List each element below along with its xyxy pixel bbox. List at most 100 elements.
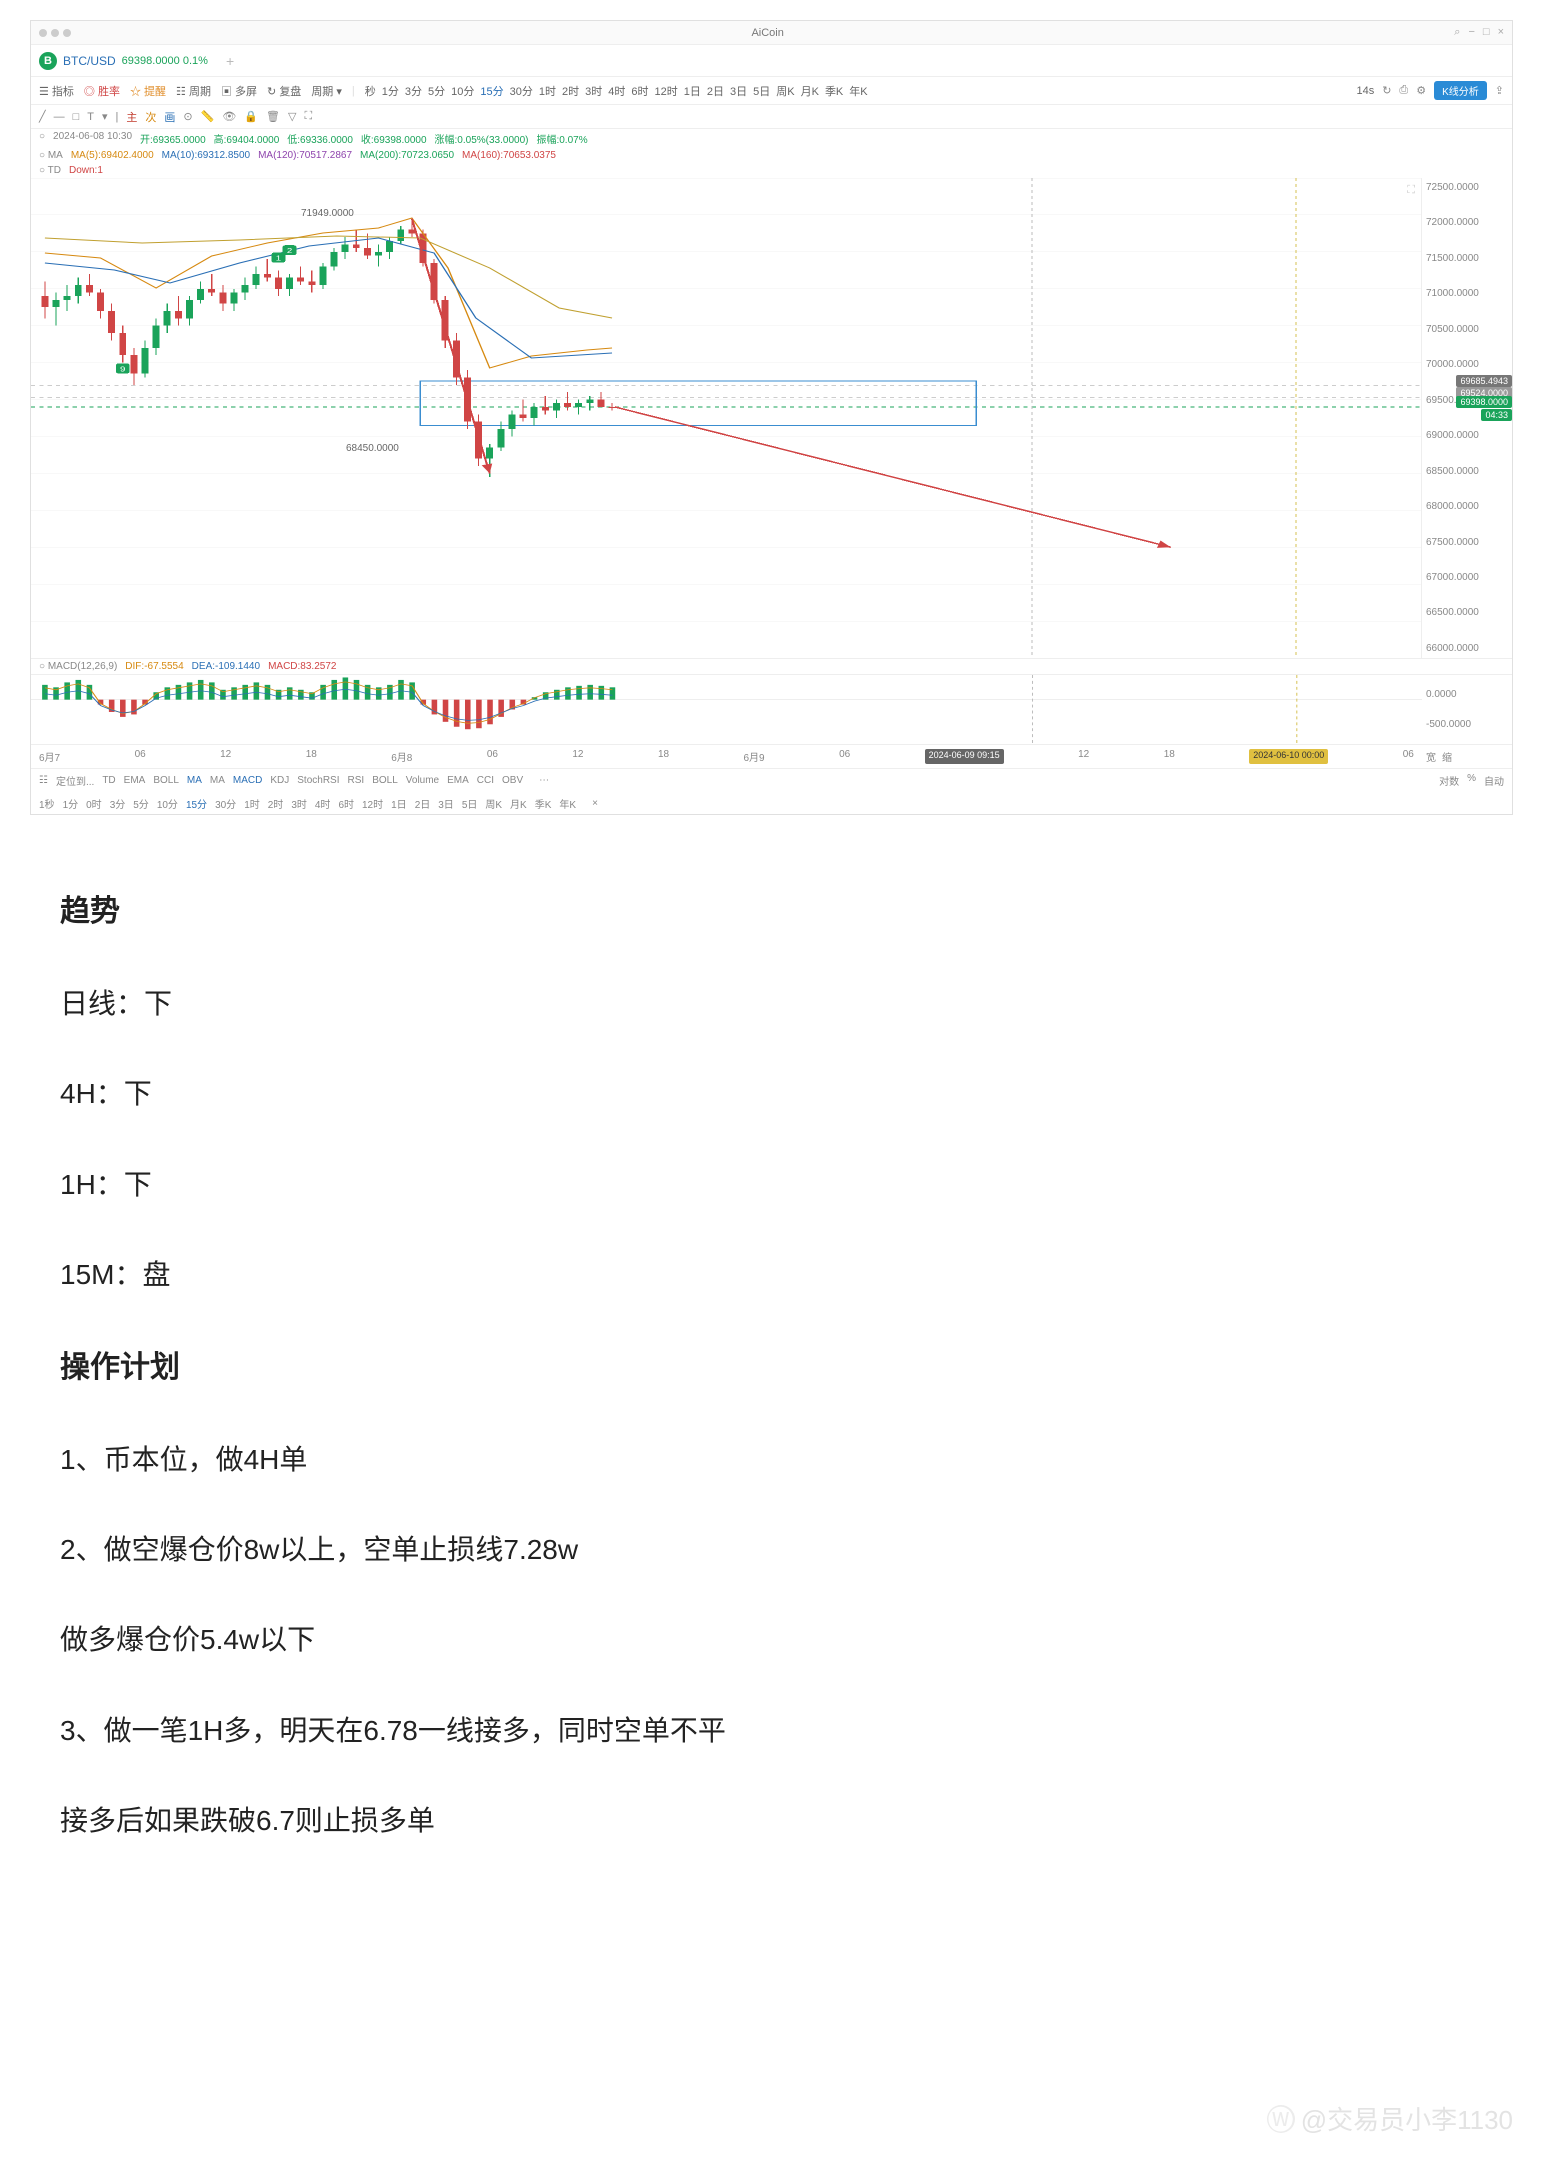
- search-icon[interactable]: ⌕: [1454, 26, 1460, 39]
- macd-chart-area[interactable]: 0.0000 -500.0000: [31, 674, 1512, 744]
- timeframe-月K[interactable]: 月K: [801, 86, 819, 98]
- draw-rect-icon[interactable]: □: [73, 111, 80, 123]
- tf2-周K[interactable]: 周K: [485, 796, 502, 811]
- macd-canvas[interactable]: [31, 675, 1422, 744]
- close-icon[interactable]: ×: [1498, 26, 1504, 39]
- indicator-boll[interactable]: BOLL: [153, 775, 179, 786]
- timeframe-5日[interactable]: 5日: [753, 86, 770, 98]
- indicator-ema[interactable]: EMA: [447, 775, 469, 786]
- filter-icon[interactable]: ▽: [288, 110, 296, 123]
- toolbar-winrate[interactable]: ◎ 胜率: [84, 83, 120, 99]
- timeframe-1时[interactable]: 1时: [539, 86, 556, 98]
- expand-icon[interactable]: ⛶: [304, 110, 312, 123]
- indicator-volume[interactable]: Volume: [406, 775, 439, 786]
- log-toggle[interactable]: 对数: [1439, 773, 1459, 788]
- locate-button[interactable]: 定位到...: [56, 773, 94, 788]
- tf2-4时[interactable]: 4时: [315, 796, 331, 811]
- indicator-ma[interactable]: MA: [210, 775, 225, 786]
- indicator-boll[interactable]: BOLL: [372, 775, 398, 786]
- magnet-icon[interactable]: ⊙: [183, 110, 192, 123]
- main-indicator-label[interactable]: 主: [126, 109, 137, 125]
- timeframe-秒[interactable]: 秒: [365, 86, 376, 98]
- toolbar-cycle2[interactable]: 周期 ▾: [311, 83, 342, 99]
- timeframe-季K[interactable]: 季K: [825, 86, 843, 98]
- tf2-2时[interactable]: 2时: [268, 796, 284, 811]
- timeframe-1分[interactable]: 1分: [382, 86, 399, 98]
- toolbar-cycle[interactable]: ☷ 周期: [176, 83, 211, 99]
- zoom-wide[interactable]: 宽: [1426, 749, 1436, 764]
- timeframe-2时[interactable]: 2时: [562, 86, 579, 98]
- timeframe-5分[interactable]: 5分: [428, 86, 445, 98]
- ruler-icon[interactable]: 📏: [201, 110, 215, 123]
- timeframe-4时[interactable]: 4时: [608, 86, 625, 98]
- indicator-stochrsi[interactable]: StochRSI: [297, 775, 339, 786]
- toolbar-indicator[interactable]: ☰ 指标: [39, 83, 74, 99]
- tf2-10分[interactable]: 10分: [157, 796, 178, 811]
- locate-icon[interactable]: ☷: [39, 775, 48, 786]
- tf2-1日[interactable]: 1日: [391, 796, 407, 811]
- settings-icon[interactable]: ⚙: [1416, 84, 1426, 97]
- tf2-0时[interactable]: 0时: [86, 796, 102, 811]
- chart-canvas[interactable]: 129 71949.0000 68450.0000 ⛶: [31, 178, 1422, 658]
- tf2-2日[interactable]: 2日: [415, 796, 431, 811]
- tf2-5分[interactable]: 5分: [133, 796, 149, 811]
- tf2-1时[interactable]: 1时: [244, 796, 260, 811]
- toolbar-replay[interactable]: ↻ 复盘: [267, 83, 301, 99]
- tf2-3日[interactable]: 3日: [438, 796, 454, 811]
- auto-toggle[interactable]: 自动: [1484, 773, 1504, 788]
- timeframe-3分[interactable]: 3分: [405, 86, 422, 98]
- draw-line-icon[interactable]: ╱: [39, 110, 46, 123]
- timeframe-年K[interactable]: 年K: [849, 86, 867, 98]
- draw-dropdown-icon[interactable]: ▾: [102, 110, 108, 123]
- timeframe-2日[interactable]: 2日: [707, 86, 724, 98]
- draw-text-icon[interactable]: T: [87, 111, 94, 123]
- indicator-macd[interactable]: MACD: [233, 775, 262, 786]
- tf2-5日[interactable]: 5日: [462, 796, 478, 811]
- indicator-ma[interactable]: MA: [187, 775, 202, 786]
- timeframe-1日[interactable]: 1日: [684, 86, 701, 98]
- price-chart-area[interactable]: 129 71949.0000 68450.0000 ⛶ 72500.000072…: [31, 178, 1512, 658]
- timeframe-10分[interactable]: 10分: [451, 86, 474, 98]
- draw-hline-icon[interactable]: —: [54, 111, 65, 123]
- minimize-icon[interactable]: −: [1468, 26, 1474, 39]
- timeframe-15分[interactable]: 15分: [480, 86, 503, 98]
- add-tab-button[interactable]: +: [218, 53, 242, 69]
- indicator-cci[interactable]: CCI: [477, 775, 494, 786]
- zoom-narrow[interactable]: 缩: [1442, 749, 1452, 764]
- refresh-icon[interactable]: ↻: [1382, 84, 1391, 97]
- indicator-td[interactable]: TD: [102, 775, 115, 786]
- timeframe-30分[interactable]: 30分: [510, 86, 533, 98]
- tf2-3时[interactable]: 3时: [291, 796, 307, 811]
- timeframe-3日[interactable]: 3日: [730, 86, 747, 98]
- symbol-name[interactable]: BTC/USD: [63, 54, 116, 68]
- timeframe-12时[interactable]: 12时: [655, 86, 678, 98]
- timeframe-6时[interactable]: 6时: [631, 86, 648, 98]
- toolbar-multi[interactable]: ▣ 多屏: [221, 83, 257, 99]
- analysis-button[interactable]: K线分析: [1434, 81, 1487, 100]
- indicator-ema[interactable]: EMA: [124, 775, 146, 786]
- tf2-年K[interactable]: 年K: [559, 796, 576, 811]
- tf2-月K[interactable]: 月K: [510, 796, 527, 811]
- tf2-1分[interactable]: 1分: [63, 796, 79, 811]
- sub-indicator-label[interactable]: 次: [145, 109, 156, 125]
- camera-icon[interactable]: ⎙: [1399, 84, 1408, 97]
- draw-label[interactable]: 画: [164, 109, 175, 125]
- toolbar-alert[interactable]: ☆ 提醒: [130, 83, 166, 99]
- window-dot[interactable]: [39, 29, 47, 37]
- share-icon[interactable]: ⇪: [1495, 84, 1504, 97]
- tf2-1秒[interactable]: 1秒: [39, 796, 55, 811]
- percent-toggle[interactable]: %: [1467, 773, 1476, 788]
- indicator-obv[interactable]: OBV: [502, 775, 523, 786]
- indicator-kdj[interactable]: KDJ: [270, 775, 289, 786]
- tf2-3分[interactable]: 3分: [110, 796, 126, 811]
- fullscreen-icon[interactable]: ⛶: [1407, 184, 1415, 197]
- tf2-6时[interactable]: 6时: [338, 796, 354, 811]
- trash-icon[interactable]: 🗑: [266, 110, 280, 123]
- indicator-rsi[interactable]: RSI: [348, 775, 365, 786]
- timeframe-周K[interactable]: 周K: [776, 86, 794, 98]
- tf2-30分[interactable]: 30分: [215, 796, 236, 811]
- timeframe-3时[interactable]: 3时: [585, 86, 602, 98]
- eye-icon[interactable]: 👁: [222, 110, 236, 123]
- tf2-季K[interactable]: 季K: [535, 796, 552, 811]
- tf2-15分[interactable]: 15分: [186, 796, 207, 811]
